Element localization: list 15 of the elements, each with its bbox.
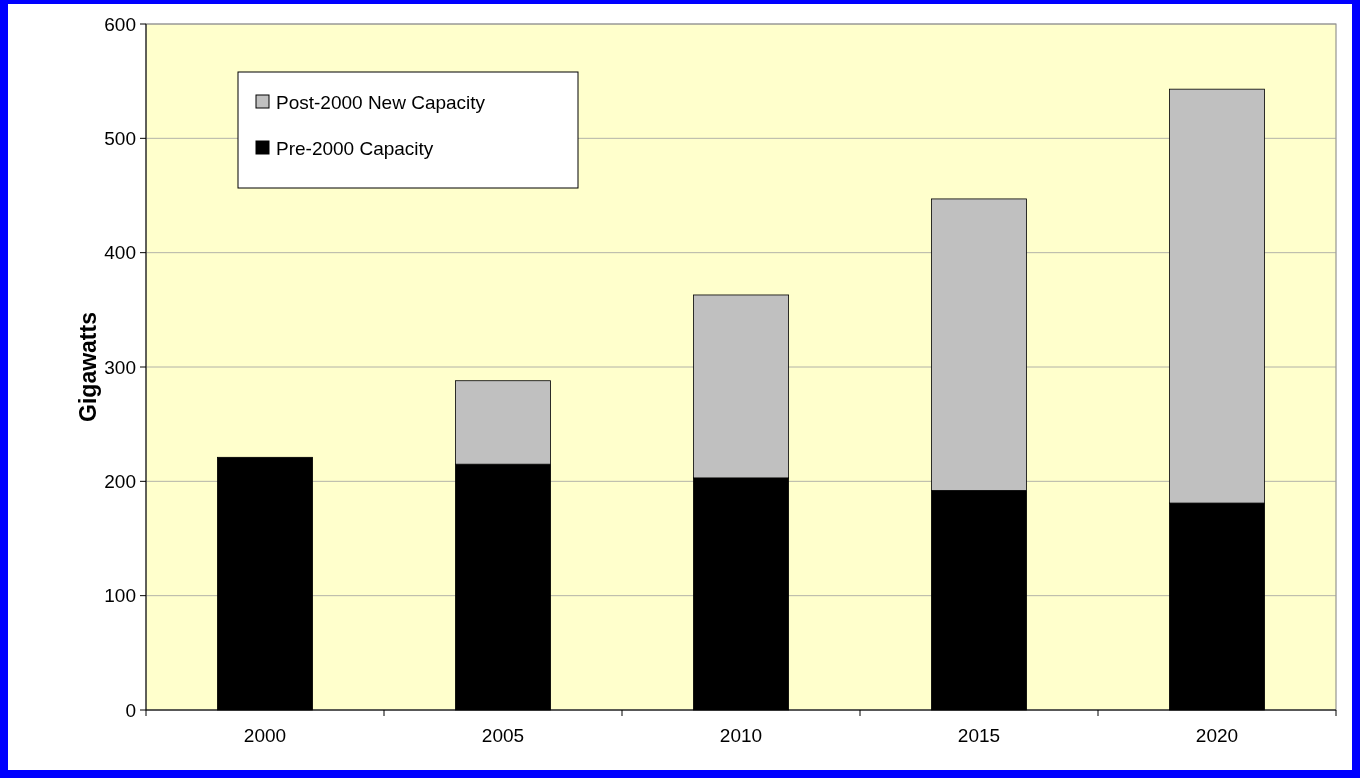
y-tick-label: 400 [104,242,136,264]
x-tick-label: 2015 [957,725,1001,746]
x-tick-label: 2020 [1195,725,1239,746]
legend-label: Pre-2000 Capacity [276,137,434,159]
y-tick-label: 500 [104,127,136,149]
y-tick-label: 200 [104,470,136,492]
x-tick-label: 2010 [719,725,763,746]
y-tick-label: 100 [104,585,136,607]
y-tick-label: 300 [104,356,136,378]
y-tick-label: 0 [125,699,136,721]
legend-label: Post-2000 New Capacity [276,91,486,113]
x-tick-label: 2000 [243,725,287,746]
x-tick-label: 2005 [481,725,525,746]
y-axis-title: Gigawatts [75,312,101,422]
y-tick-label: 600 [104,13,136,35]
